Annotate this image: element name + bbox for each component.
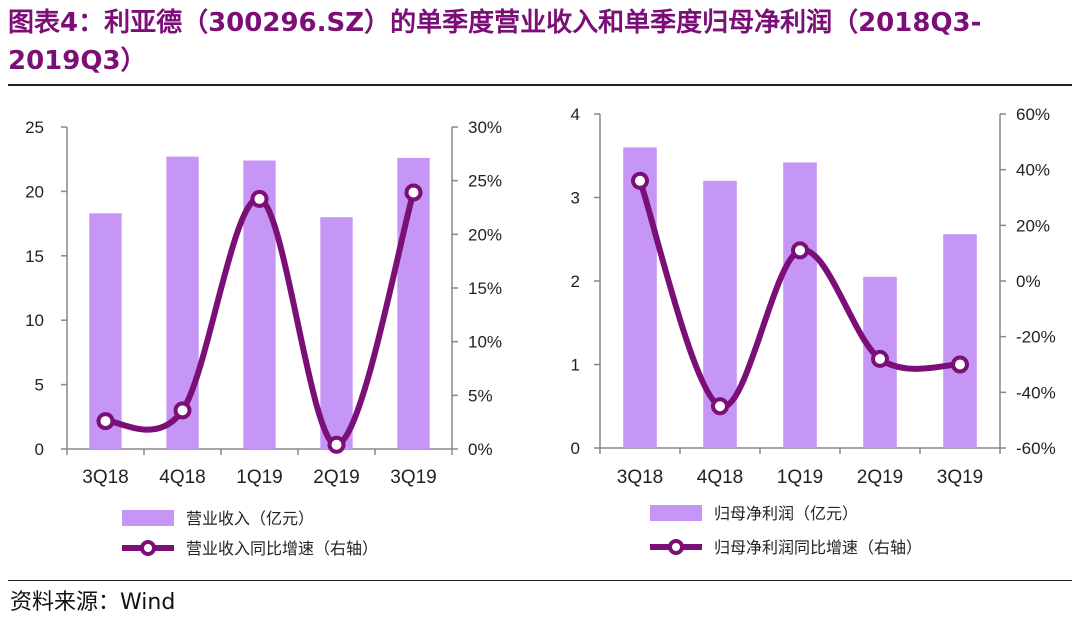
chart1-left-tick-label: 10	[25, 311, 44, 330]
chart2-line-point	[791, 241, 809, 260]
source-divider	[8, 580, 1072, 581]
chart2-legend-bar-label: 归母净利润（亿元）	[714, 504, 858, 523]
chart2-right-tick-label: 20%	[1016, 216, 1050, 235]
chart2-bar	[943, 234, 977, 448]
chart2-left-tick-label: 4	[571, 105, 580, 124]
chart2-left-tick-label: 0	[571, 439, 580, 458]
chart1-right-tick-label: 20%	[468, 225, 502, 244]
chart1-legend-line-marker	[140, 540, 156, 556]
chart2-line-point	[711, 397, 729, 416]
chart1-bar	[166, 156, 199, 449]
chart1-left-tick-label: 25	[25, 118, 44, 137]
chart1-x-tick-label: 1Q19	[236, 467, 282, 488]
chart2-right-tick-label: 60%	[1016, 105, 1050, 124]
chart2-x-tick-label: 3Q19	[937, 467, 983, 488]
chart2-line-point	[631, 171, 649, 190]
chart2-left-tick-label: 3	[571, 189, 580, 208]
chart2-line-point	[871, 349, 889, 368]
chart1-line-point	[404, 183, 423, 202]
chart2-line-point	[951, 355, 969, 374]
chart2-bar	[623, 147, 657, 448]
chart2-bar	[783, 162, 817, 448]
chart2-right-tick-label: 0%	[1016, 272, 1041, 291]
chart2-x-tick-label: 3Q18	[617, 467, 663, 488]
chart1-legend-bar-label: 营业收入（亿元）	[186, 509, 314, 528]
chart1-left-tick-label: 15	[25, 247, 44, 266]
chart1-bar	[397, 157, 430, 450]
chart1-right-tick-label: 25%	[468, 172, 502, 191]
chart1-legend-bar-swatch	[122, 510, 174, 526]
chart1-bar	[320, 217, 353, 449]
chart1-left-tick-label: 0	[35, 440, 44, 459]
chart1-line-point	[250, 189, 269, 208]
chart1-legend-line-label: 营业收入同比增速（右轴）	[186, 539, 378, 558]
chart2-left-tick-label: 1	[571, 356, 580, 375]
chart2-right-tick-label: -20%	[1016, 328, 1056, 347]
figure-title: 图表4：利亚德（300296.SZ）的单季度营业收入和单季度归母净利润（2018…	[8, 8, 982, 76]
chart1-line-point	[173, 401, 192, 420]
chart1-x-tick-label: 4Q18	[159, 467, 205, 488]
title-divider	[8, 84, 1072, 86]
chart2-legend-line-label: 归母净利润同比增速（右轴）	[714, 538, 922, 557]
chart1-right-tick-label: 30%	[468, 118, 502, 137]
chart1-left-tick-label: 5	[35, 376, 44, 395]
chart1-x-tick-label: 3Q19	[390, 467, 436, 488]
source-note: 资料来源：Wind	[10, 590, 176, 615]
chart2-left-tick-label: 2	[571, 272, 580, 291]
chart2-x-tick-label: 4Q18	[697, 467, 743, 488]
chart1-line-point	[327, 435, 346, 454]
chart1-bar	[89, 213, 122, 449]
chart2-x-tick-label: 1Q19	[777, 467, 823, 488]
chart1-x-tick-label: 3Q18	[82, 467, 128, 488]
chart1-right-tick-label: 0%	[468, 440, 493, 459]
chart1-x-tick-label: 2Q19	[313, 467, 359, 488]
chart2-right-tick-label: -40%	[1016, 383, 1056, 402]
chart2-right-tick-label: 40%	[1016, 161, 1050, 180]
chart1-line-point	[96, 412, 115, 431]
chart2-legend-bar-swatch	[650, 505, 702, 521]
chart1-left-tick-label: 20	[25, 182, 44, 201]
chart2-legend-line-marker	[668, 539, 684, 555]
chart1-right-tick-label: 5%	[468, 386, 493, 405]
chart2-right-tick-label: -60%	[1016, 439, 1056, 458]
chart1-right-tick-label: 10%	[468, 333, 502, 352]
chart2-x-tick-label: 2Q19	[857, 467, 903, 488]
chart1-right-tick-label: 15%	[468, 279, 502, 298]
